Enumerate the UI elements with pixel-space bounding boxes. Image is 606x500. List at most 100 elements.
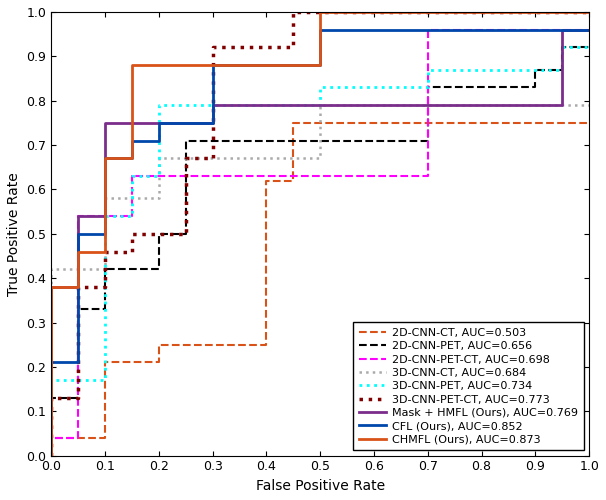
2D-CNN-PET, AUC=0.656 [101, 306, 108, 312]
3D-CNN-PET, AUC=0.734 [101, 213, 108, 219]
2D-CNN-PET-CT, AUC=0.698 [128, 173, 136, 179]
CFL (Ours), AUC=0.852 [48, 452, 55, 458]
2D-CNN-PET-CT, AUC=0.698 [155, 173, 162, 179]
2D-CNN-PET, AUC=0.656 [128, 266, 136, 272]
3D-CNN-PET, AUC=0.734 [585, 44, 593, 51]
Line: 2D-CNN-PET-CT, AUC=0.698: 2D-CNN-PET-CT, AUC=0.698 [52, 30, 589, 456]
3D-CNN-PET-CT, AUC=0.773 [290, 9, 297, 15]
CHMFL (Ours), AUC=0.873 [75, 284, 82, 290]
2D-CNN-PET, AUC=0.656 [531, 84, 539, 90]
2D-CNN-PET, AUC=0.656 [128, 266, 136, 272]
Line: CHMFL (Ours), AUC=0.873: CHMFL (Ours), AUC=0.873 [52, 12, 589, 456]
3D-CNN-PET, AUC=0.734 [48, 377, 55, 383]
2D-CNN-PET, AUC=0.656 [48, 395, 55, 401]
3D-CNN-CT, AUC=0.684 [585, 102, 593, 108]
CHMFL (Ours), AUC=0.873 [398, 9, 405, 15]
CFL (Ours), AUC=0.852 [155, 120, 162, 126]
3D-CNN-PET-CT, AUC=0.773 [75, 395, 82, 401]
3D-CNN-PET-CT, AUC=0.773 [155, 231, 162, 237]
2D-CNN-PET, AUC=0.656 [424, 138, 431, 143]
3D-CNN-PET-CT, AUC=0.773 [48, 395, 55, 401]
3D-CNN-CT, AUC=0.684 [424, 102, 431, 108]
3D-CNN-CT, AUC=0.684 [48, 266, 55, 272]
2D-CNN-PET, AUC=0.656 [48, 452, 55, 458]
CFL (Ours), AUC=0.852 [48, 360, 55, 366]
3D-CNN-PET, AUC=0.734 [559, 44, 566, 51]
CHMFL (Ours), AUC=0.873 [101, 156, 108, 162]
CFL (Ours), AUC=0.852 [316, 26, 324, 32]
Mask + HMFL (Ours), AUC=0.769 [559, 26, 566, 32]
3D-CNN-CT, AUC=0.684 [101, 196, 108, 202]
CHMFL (Ours), AUC=0.873 [398, 9, 405, 15]
CFL (Ours), AUC=0.852 [101, 231, 108, 237]
Mask + HMFL (Ours), AUC=0.769 [101, 213, 108, 219]
3D-CNN-PET-CT, AUC=0.773 [101, 248, 108, 254]
2D-CNN-CT, AUC=0.503 [370, 120, 378, 126]
Mask + HMFL (Ours), AUC=0.769 [424, 102, 431, 108]
Y-axis label: True Positive Rate: True Positive Rate [7, 172, 21, 296]
2D-CNN-CT, AUC=0.503 [370, 120, 378, 126]
2D-CNN-PET-CT, AUC=0.698 [75, 213, 82, 219]
2D-CNN-PET-CT, AUC=0.698 [75, 435, 82, 441]
Line: 2D-CNN-CT, AUC=0.503: 2D-CNN-CT, AUC=0.503 [52, 123, 589, 456]
3D-CNN-CT, AUC=0.684 [316, 156, 324, 162]
Mask + HMFL (Ours), AUC=0.769 [48, 284, 55, 290]
2D-CNN-CT, AUC=0.503 [48, 452, 55, 458]
3D-CNN-PET-CT, AUC=0.773 [182, 156, 190, 162]
CFL (Ours), AUC=0.852 [101, 156, 108, 162]
3D-CNN-CT, AUC=0.684 [101, 266, 108, 272]
CHMFL (Ours), AUC=0.873 [101, 248, 108, 254]
3D-CNN-PET, AUC=0.734 [128, 173, 136, 179]
3D-CNN-PET-CT, AUC=0.773 [155, 231, 162, 237]
3D-CNN-PET-CT, AUC=0.773 [290, 44, 297, 51]
3D-CNN-PET, AUC=0.734 [424, 66, 431, 72]
CHMFL (Ours), AUC=0.873 [128, 62, 136, 68]
2D-CNN-CT, AUC=0.503 [290, 120, 297, 126]
2D-CNN-CT, AUC=0.503 [101, 435, 108, 441]
2D-CNN-PET, AUC=0.656 [478, 84, 485, 90]
2D-CNN-PET, AUC=0.656 [182, 231, 190, 237]
Mask + HMFL (Ours), AUC=0.769 [559, 102, 566, 108]
CHMFL (Ours), AUC=0.873 [75, 248, 82, 254]
2D-CNN-CT, AUC=0.503 [263, 342, 270, 347]
2D-CNN-CT, AUC=0.503 [48, 435, 55, 441]
Mask + HMFL (Ours), AUC=0.769 [585, 26, 593, 32]
3D-CNN-PET-CT, AUC=0.773 [209, 156, 216, 162]
3D-CNN-PET-CT, AUC=0.773 [75, 284, 82, 290]
3D-CNN-PET, AUC=0.734 [75, 377, 82, 383]
Mask + HMFL (Ours), AUC=0.769 [75, 213, 82, 219]
3D-CNN-PET, AUC=0.734 [128, 213, 136, 219]
Legend: 2D-CNN-CT, AUC=0.503, 2D-CNN-PET, AUC=0.656, 2D-CNN-PET-CT, AUC=0.698, 3D-CNN-CT: 2D-CNN-CT, AUC=0.503, 2D-CNN-PET, AUC=0.… [353, 322, 584, 450]
2D-CNN-PET-CT, AUC=0.698 [451, 26, 458, 32]
2D-CNN-CT, AUC=0.503 [585, 120, 593, 126]
2D-CNN-PET-CT, AUC=0.698 [128, 213, 136, 219]
2D-CNN-PET-CT, AUC=0.698 [424, 26, 431, 32]
Line: 2D-CNN-PET, AUC=0.656: 2D-CNN-PET, AUC=0.656 [52, 48, 589, 456]
Line: 3D-CNN-CT, AUC=0.684: 3D-CNN-CT, AUC=0.684 [52, 105, 589, 456]
2D-CNN-PET, AUC=0.656 [424, 84, 431, 90]
Line: 3D-CNN-PET, AUC=0.734: 3D-CNN-PET, AUC=0.734 [52, 48, 589, 456]
3D-CNN-PET, AUC=0.734 [48, 452, 55, 458]
3D-CNN-PET, AUC=0.734 [101, 377, 108, 383]
2D-CNN-PET, AUC=0.656 [75, 306, 82, 312]
3D-CNN-PET, AUC=0.734 [75, 377, 82, 383]
3D-CNN-CT, AUC=0.684 [128, 196, 136, 202]
2D-CNN-PET, AUC=0.656 [585, 44, 593, 51]
2D-CNN-PET, AUC=0.656 [155, 231, 162, 237]
CFL (Ours), AUC=0.852 [531, 26, 539, 32]
3D-CNN-CT, AUC=0.684 [478, 102, 485, 108]
3D-CNN-PET-CT, AUC=0.773 [101, 284, 108, 290]
2D-CNN-CT, AUC=0.503 [101, 360, 108, 366]
2D-CNN-PET-CT, AUC=0.698 [451, 26, 458, 32]
3D-CNN-PET, AUC=0.734 [424, 84, 431, 90]
2D-CNN-PET, AUC=0.656 [559, 66, 566, 72]
CFL (Ours), AUC=0.852 [128, 156, 136, 162]
CHMFL (Ours), AUC=0.873 [316, 62, 324, 68]
3D-CNN-PET-CT, AUC=0.773 [128, 231, 136, 237]
3D-CNN-PET-CT, AUC=0.773 [128, 248, 136, 254]
CFL (Ours), AUC=0.852 [585, 26, 593, 32]
CHMFL (Ours), AUC=0.873 [316, 9, 324, 15]
Line: CFL (Ours), AUC=0.852: CFL (Ours), AUC=0.852 [52, 30, 589, 456]
3D-CNN-PET, AUC=0.734 [559, 66, 566, 72]
Mask + HMFL (Ours), AUC=0.769 [209, 102, 216, 108]
